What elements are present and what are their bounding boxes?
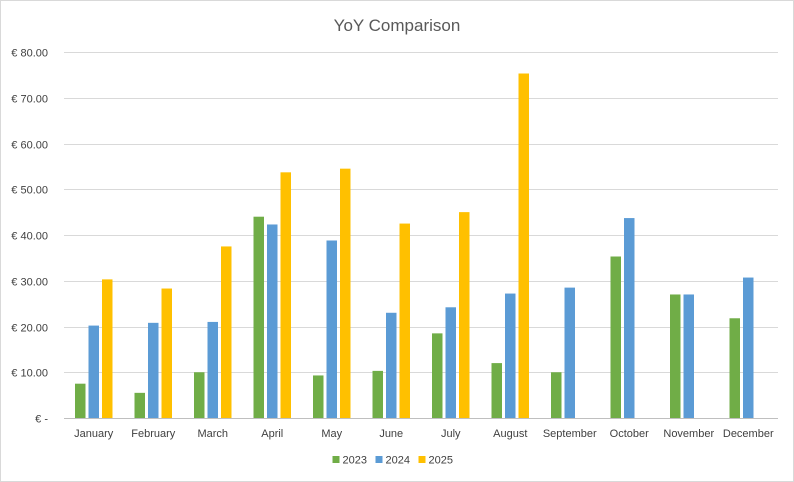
x-tick-label: March: [197, 428, 228, 440]
bar-2024-october: [624, 218, 635, 418]
bar-2024-march: [207, 321, 218, 418]
bar-2023-april: [253, 216, 264, 418]
bar-2023-august: [491, 363, 502, 418]
bar-2024-february: [148, 322, 159, 418]
bar-2025-april: [280, 172, 291, 418]
bar-2023-december: [729, 318, 740, 418]
bar-2024-august: [505, 293, 516, 418]
bar-2025-july: [459, 212, 470, 418]
y-tick-label: € 30.00: [11, 277, 48, 289]
y-tick-label: € 50.00: [11, 185, 48, 197]
bar-2023-january: [75, 383, 86, 418]
y-tick-label: € 60.00: [11, 140, 48, 152]
legend-swatch-2025: [418, 456, 426, 463]
bar-2024-may: [326, 240, 337, 418]
bar-2023-may: [313, 375, 324, 418]
bar-2024-july: [445, 307, 456, 418]
bar-2023-june: [372, 370, 383, 418]
bar-2024-september: [564, 287, 575, 418]
gridlines: [64, 52, 778, 419]
bar-2023-march: [194, 372, 205, 418]
bar-2025-august: [518, 73, 529, 418]
legend-swatch-2023: [332, 456, 340, 463]
legend-label-2025: 2025: [429, 455, 453, 467]
x-axis-tick-labels: January February March April May June July Augu…: [74, 428, 774, 440]
x-tick-label: January: [74, 428, 114, 440]
bar-2025-may: [340, 168, 351, 418]
x-tick-label: October: [610, 428, 649, 440]
x-tick-label: May: [321, 428, 342, 440]
x-tick-label: June: [379, 428, 403, 440]
y-axis-tick-labels: € - € 10.00 € 20.00 € 30.00 € 40.00 € 50.00 € …: [11, 48, 48, 426]
y-tick-label: € 10.00: [11, 368, 48, 380]
y-tick-label: € 20.00: [11, 323, 48, 335]
bar-2024-december: [743, 277, 754, 418]
bar-2023-november: [670, 294, 681, 418]
y-tick-label: € 40.00: [11, 231, 48, 243]
bar-2023-february: [134, 392, 145, 418]
y-tick-label: € 70.00: [11, 94, 48, 106]
bar-2024-january: [88, 325, 99, 418]
legend: 2023 2024 2025: [332, 455, 453, 467]
x-tick-label: August: [493, 428, 527, 440]
bar-2025-february: [161, 288, 172, 418]
legend-swatch-2024: [375, 456, 383, 463]
x-tick-label: July: [441, 428, 461, 440]
x-tick-label: April: [261, 428, 283, 440]
bar-2024-april: [267, 224, 278, 418]
chart-title: YoY Comparison: [334, 16, 461, 35]
x-tick-label: September: [543, 428, 597, 440]
y-tick-label: € -: [35, 414, 48, 426]
bars: [75, 73, 754, 418]
bar-2023-september: [551, 372, 562, 418]
legend-label-2023: 2023: [343, 455, 367, 467]
bar-2025-january: [102, 279, 113, 418]
x-tick-label: December: [723, 428, 774, 440]
bar-2024-november: [683, 294, 694, 418]
y-tick-label: € 80.00: [11, 48, 48, 60]
bar-2023-july: [432, 333, 443, 418]
bar-2023-october: [610, 256, 621, 418]
legend-label-2024: 2024: [386, 455, 410, 467]
x-tick-label: February: [131, 428, 176, 440]
bar-2024-june: [386, 312, 397, 418]
bar-2025-june: [399, 223, 410, 418]
bar-2025-march: [221, 246, 232, 418]
x-tick-label: November: [663, 428, 714, 440]
